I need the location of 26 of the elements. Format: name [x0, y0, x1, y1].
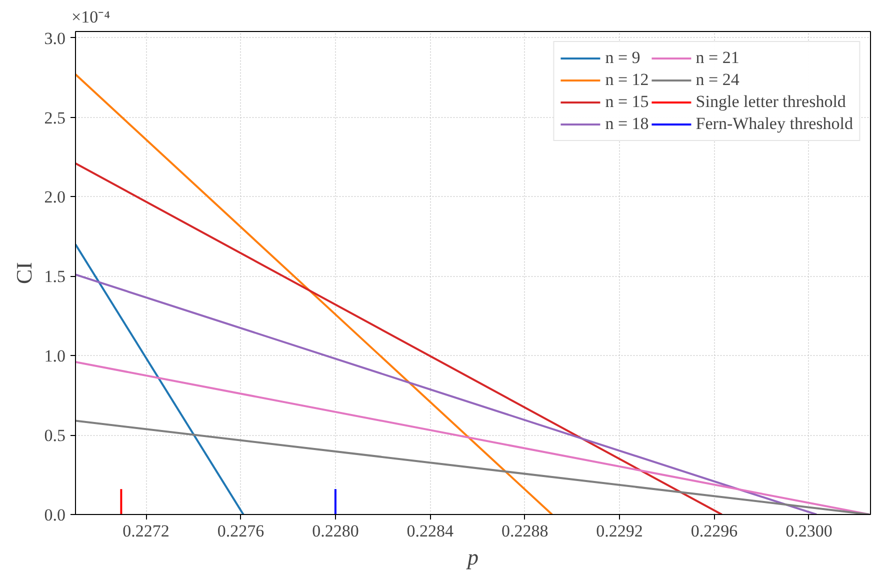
y-tick-label: 0.5 — [44, 426, 66, 446]
text: ×10⁻⁴ — [72, 8, 110, 26]
y-tick-label: 0.0 — [44, 506, 66, 524]
y-tick-label: 1.0 — [44, 346, 66, 366]
legend-label: n = 18 — [605, 114, 649, 134]
x-axis-title: p — [466, 544, 478, 570]
legend-label: n = 15 — [605, 92, 649, 112]
legend-label: n = 24 — [696, 70, 740, 90]
x-tick-label: 0.2292 — [596, 522, 643, 540]
y-tick-label: 2.5 — [44, 108, 66, 128]
legend-label: n = 12 — [605, 70, 649, 90]
y-axis-title: CI — [11, 262, 36, 284]
x-tick-label: 0.2300 — [786, 522, 832, 540]
legend-label: Fern-Whaley threshold — [696, 114, 853, 134]
x-tick-label: 0.2296 — [690, 522, 738, 540]
x-tick-label: 0.2284 — [406, 522, 454, 540]
x-tick-label: 0.2288 — [501, 522, 548, 540]
legend-label: n = 9 — [605, 48, 640, 68]
legend-label: Single letter threshold — [696, 92, 846, 112]
y-tick-label: 2.0 — [44, 188, 66, 207]
y-tick-label: 1.5 — [44, 267, 66, 286]
x-tick-label: 0.2280 — [312, 522, 359, 540]
legend-label: n = 21 — [696, 48, 740, 68]
x-tick-label: 0.2276 — [217, 522, 264, 540]
x-tick-label: 0.2272 — [122, 522, 170, 540]
y-tick-label: 3.0 — [44, 28, 66, 48]
